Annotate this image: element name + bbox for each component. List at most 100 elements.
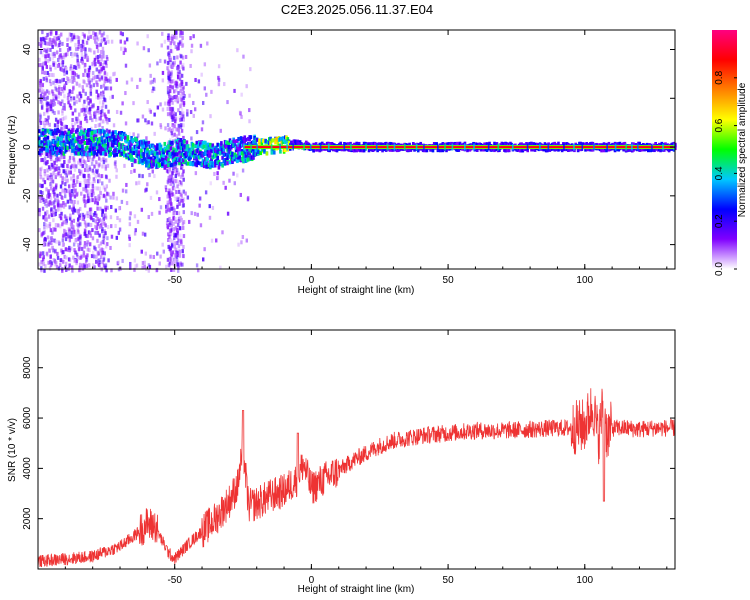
band-pixel	[83, 141, 87, 146]
noise-pixel	[104, 174, 108, 179]
band-pixel	[79, 131, 83, 136]
noise-pixel	[121, 258, 124, 263]
noise-pixel	[173, 227, 176, 232]
band-pixel	[168, 152, 172, 157]
noise-pixel	[172, 116, 175, 121]
noise-pixel	[53, 160, 56, 165]
noise-pixel	[88, 230, 92, 235]
noise-pixel	[74, 108, 77, 113]
noise-pixel	[77, 45, 80, 50]
y-tick-label: 40	[22, 44, 33, 56]
noise-pixel	[78, 206, 82, 211]
noise-pixel	[182, 62, 185, 67]
noise-pixel	[93, 254, 96, 259]
noise-pixel	[171, 117, 174, 122]
noise-pixel	[82, 197, 85, 202]
noise-pixel	[83, 173, 86, 178]
noise-pixel	[66, 199, 70, 204]
noise-pixel	[110, 268, 113, 273]
noise-pixel	[70, 265, 74, 270]
noise-pixel	[50, 162, 54, 167]
band-pixel	[131, 139, 135, 144]
noise-pixel	[172, 231, 175, 236]
band-pixel	[157, 161, 160, 166]
colorbar-tick-label: 0.8	[714, 70, 725, 84]
noise-pixel	[39, 171, 42, 176]
noise-pixel	[83, 231, 86, 236]
noise-pixel	[73, 194, 77, 199]
noise-pixel	[42, 255, 45, 260]
noise-pixel	[71, 70, 75, 75]
noise-pixel	[66, 216, 69, 221]
noise-pixel	[68, 245, 71, 250]
noise-pixel	[55, 88, 59, 93]
noise-pixel	[49, 228, 53, 233]
noise-pixel	[167, 232, 170, 237]
noise-pixel	[89, 48, 93, 53]
noise-pixel	[166, 207, 169, 212]
noise-pixel	[78, 236, 81, 241]
noise-pixel	[199, 223, 203, 228]
noise-pixel	[158, 197, 161, 202]
noise-pixel	[47, 58, 50, 63]
noise-pixel	[64, 261, 68, 266]
noise-pixel	[73, 160, 76, 165]
noise-pixel	[59, 156, 62, 161]
noise-pixel	[88, 80, 91, 85]
noise-pixel	[180, 39, 183, 44]
noise-pixel	[138, 173, 141, 178]
noise-pixel	[71, 79, 74, 84]
noise-pixel	[58, 203, 62, 208]
noise-pixel	[180, 239, 183, 244]
noise-pixel	[169, 228, 172, 233]
noise-pixel	[47, 41, 50, 46]
band-pixel	[130, 135, 133, 140]
noise-pixel	[82, 253, 86, 258]
noise-pixel	[92, 76, 95, 81]
band-pixel	[115, 152, 119, 157]
band-pixel	[98, 136, 101, 141]
noise-pixel	[217, 64, 221, 69]
noise-pixel	[73, 65, 76, 70]
band-pixel	[101, 147, 105, 152]
noise-pixel	[42, 97, 46, 102]
noise-pixel	[102, 233, 106, 238]
noise-pixel	[168, 188, 171, 193]
band-pixel	[179, 138, 183, 143]
noise-pixel	[97, 258, 100, 263]
noise-pixel	[80, 48, 83, 53]
noise-pixel	[144, 118, 147, 123]
noise-pixel	[151, 89, 154, 94]
noise-pixel	[174, 178, 177, 183]
noise-pixel	[175, 250, 178, 255]
noise-pixel	[72, 255, 75, 260]
noise-pixel	[169, 181, 172, 186]
noise-pixel	[86, 199, 90, 204]
noise-pixel	[90, 216, 93, 221]
noise-pixel	[105, 54, 109, 59]
noise-pixel	[50, 213, 54, 218]
noise-pixel	[52, 133, 55, 138]
band-pixel	[184, 149, 188, 154]
noise-pixel	[48, 72, 51, 77]
noise-pixel	[166, 224, 169, 229]
noise-pixel	[115, 235, 119, 240]
noise-pixel	[71, 125, 75, 130]
noise-pixel	[87, 196, 90, 201]
noise-pixel	[176, 259, 179, 264]
band-pixel	[44, 134, 47, 139]
noise-pixel	[178, 76, 182, 81]
band-pixel	[181, 158, 185, 163]
band-flicker	[631, 143, 633, 151]
noise-pixel	[146, 100, 149, 105]
noise-pixel	[44, 61, 48, 66]
noise-pixel	[50, 40, 53, 45]
band-flicker	[386, 143, 389, 151]
band-pixel	[66, 145, 69, 150]
band-flicker	[451, 143, 454, 151]
band-pixel	[38, 129, 41, 134]
noise-pixel	[170, 36, 173, 41]
noise-pixel	[115, 196, 119, 201]
